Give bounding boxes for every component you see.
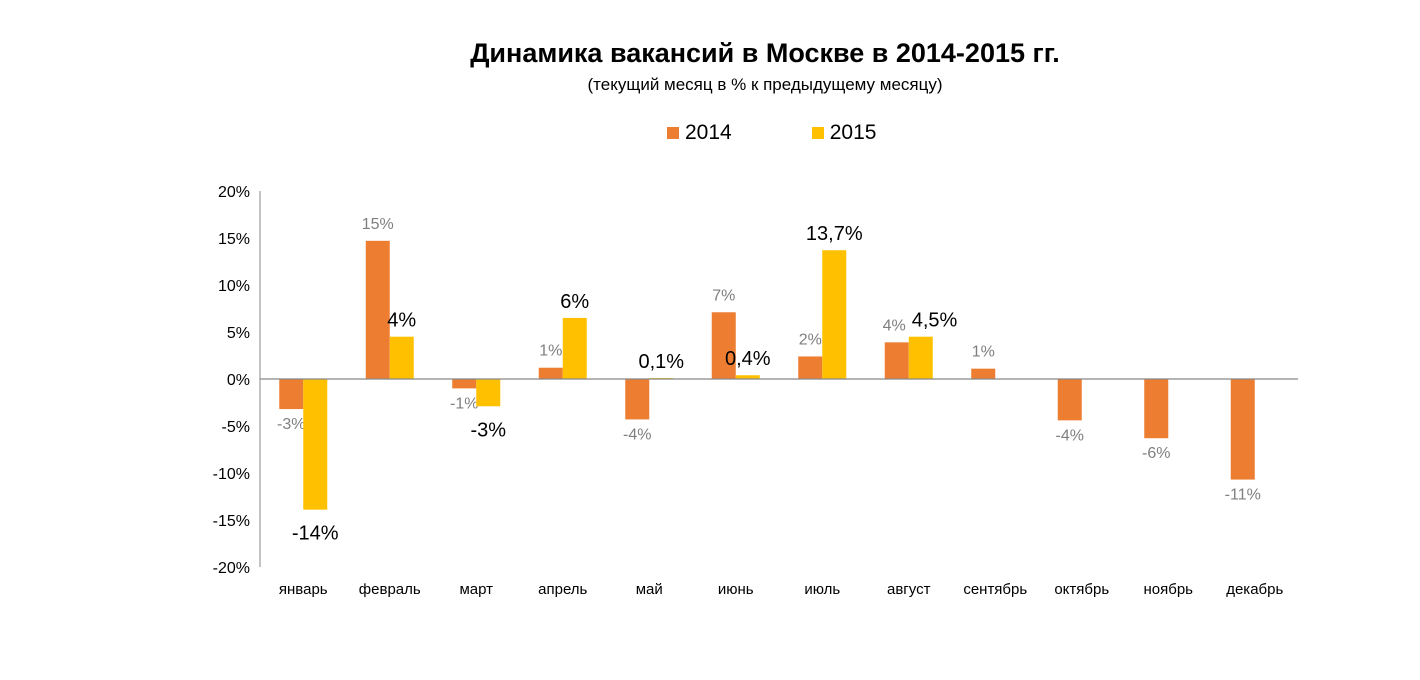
bar-2015-февраль bbox=[389, 336, 414, 379]
x-tick-label: июнь bbox=[718, 581, 754, 598]
bar-2014-май bbox=[625, 379, 650, 420]
x-tick-label: май bbox=[636, 581, 663, 598]
data-label-2015: 4,5% bbox=[912, 310, 958, 332]
x-tick-label: июль bbox=[804, 581, 840, 598]
data-label-2015: 0,1% bbox=[638, 351, 684, 373]
data-label-2014: -11% bbox=[1225, 487, 1261, 504]
bar-2014-январь bbox=[279, 379, 304, 410]
x-tick-label: ноябрь bbox=[1144, 581, 1194, 598]
chart-title: Динамика вакансий в Москве в 2014-2015 г… bbox=[470, 38, 1060, 68]
legend-item-2015: 2015 bbox=[811, 121, 877, 145]
legend: 2014 2015 bbox=[667, 121, 956, 145]
y-tick-label: -15% bbox=[213, 513, 250, 530]
y-tick-label: 0% bbox=[227, 372, 250, 389]
y-tick-label: 15% bbox=[218, 231, 250, 248]
data-label-2015: 13,7% bbox=[806, 223, 863, 245]
bar-2014-октябрь bbox=[1057, 379, 1082, 421]
bar-2015-июнь bbox=[735, 375, 760, 379]
data-label-2014: 1% bbox=[539, 343, 562, 360]
bar-2014-июль bbox=[798, 356, 823, 379]
y-tick-label: -5% bbox=[222, 419, 250, 436]
bar-2014-февраль bbox=[365, 240, 390, 379]
y-tick-label: 10% bbox=[218, 278, 250, 295]
bar-2014-август bbox=[884, 342, 909, 379]
y-tick-label: 20% bbox=[218, 184, 250, 201]
bar-2014-март bbox=[452, 379, 477, 389]
bar-2014-ноябрь bbox=[1144, 379, 1169, 439]
data-label-2014: 4% bbox=[883, 317, 906, 334]
bar-2014-июнь bbox=[711, 312, 736, 379]
data-label-2014: -4% bbox=[623, 426, 651, 443]
bar-2014-декабрь bbox=[1230, 379, 1255, 480]
chart-subtitle: (текущий месяц в % к предыдущему месяцу) bbox=[587, 75, 943, 94]
bar-2015-март bbox=[476, 379, 501, 407]
data-label-2015: 0,4% bbox=[725, 348, 771, 370]
data-label-2014: -6% bbox=[1142, 445, 1170, 462]
bar-2015-июль bbox=[822, 250, 847, 379]
data-label-2014: 15% bbox=[362, 216, 394, 233]
x-tick-label: сентябрь bbox=[963, 581, 1027, 598]
legend-swatch-2014 bbox=[667, 127, 679, 139]
y-tick-label: -20% bbox=[213, 560, 250, 577]
x-tick-label: август bbox=[887, 581, 931, 598]
data-label-2015: 6% bbox=[560, 291, 589, 313]
y-tick-label: -10% bbox=[213, 466, 250, 483]
data-label-2015: -14% bbox=[292, 523, 339, 545]
bar-2014-апрель bbox=[538, 367, 563, 379]
legend-item-2014: 2014 bbox=[667, 121, 732, 145]
legend-label-2015: 2015 bbox=[829, 121, 877, 144]
data-label-2014: 1% bbox=[972, 344, 995, 361]
x-tick-label: январь bbox=[279, 581, 328, 598]
x-tick-label: октябрь bbox=[1054, 581, 1109, 598]
legend-swatch-2015 bbox=[811, 127, 824, 139]
x-tick-label: март bbox=[459, 581, 493, 598]
data-label-2014: 2% bbox=[799, 331, 822, 348]
x-tick-label: февраль bbox=[359, 581, 421, 598]
bar-2015-январь bbox=[303, 379, 328, 510]
x-tick-label: декабрь bbox=[1226, 581, 1283, 598]
data-label-2014: -1% bbox=[450, 395, 478, 412]
data-label-2015: 4% bbox=[387, 310, 416, 332]
x-tick-label: апрель bbox=[538, 581, 587, 598]
data-label-2015: -3% bbox=[470, 419, 506, 441]
bar-2015-август bbox=[908, 336, 933, 379]
y-tick-label: 5% bbox=[227, 325, 250, 342]
data-label-2014: 7% bbox=[712, 287, 735, 304]
bar-2015-апрель bbox=[562, 317, 587, 379]
data-label-2014: -3% bbox=[277, 416, 305, 433]
data-label-2014: -4% bbox=[1056, 427, 1084, 444]
legend-label-2014: 2014 bbox=[685, 121, 732, 144]
bar-2014-сентябрь bbox=[971, 368, 996, 379]
